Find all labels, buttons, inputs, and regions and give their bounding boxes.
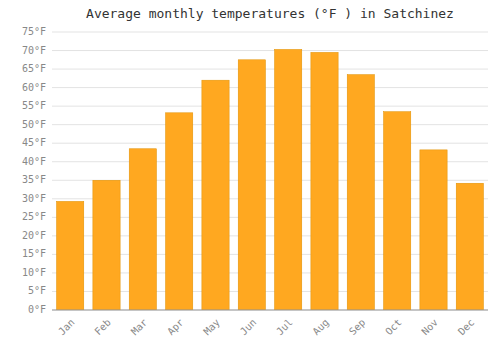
grid (52, 32, 488, 310)
y-tick-label: 0°F (28, 304, 46, 315)
grid-line (52, 32, 488, 33)
y-tick-label: 10°F (22, 267, 46, 278)
y-tick-label: 40°F (22, 156, 46, 167)
grid-line (52, 69, 488, 70)
x-axis-line (52, 310, 488, 311)
x-tick-label: Apr (165, 317, 186, 338)
x-tick-label: Aug (310, 317, 331, 338)
bar (238, 60, 265, 310)
y-axis: 0°F 5°F 10°F 15°F 20°F 25°F 30°F 35°F 40°F 45°F 50… (22, 26, 46, 315)
bar (311, 52, 338, 310)
x-tick-label: May (201, 317, 222, 338)
bar (129, 149, 156, 310)
chart: Average monthly temperatures (°F ) in Sa… (0, 0, 500, 350)
x-tick-label: Nov (419, 317, 440, 338)
bar (93, 180, 120, 310)
y-tick-label: 20°F (22, 230, 46, 241)
y-tick-label: 75°F (22, 26, 46, 37)
y-tick-label: 50°F (22, 119, 46, 130)
y-tick-label: 30°F (22, 193, 46, 204)
x-tick-label: Jan (56, 317, 77, 338)
x-tick-label: Sep (347, 317, 368, 338)
y-tick-label: 70°F (22, 45, 46, 56)
bar (456, 183, 483, 310)
y-tick-label: 65°F (22, 63, 46, 74)
y-tick-label: 35°F (22, 174, 46, 185)
grid-line (52, 124, 488, 125)
bar (275, 49, 302, 310)
x-tick-label: Jul (274, 317, 295, 338)
bar (347, 75, 374, 310)
x-axis: Jan Feb Mar Apr May Jun Jul Aug Sep Oct Nov Dec (56, 317, 476, 338)
x-tick-label: Mar (129, 317, 150, 338)
x-tick-label: Feb (92, 317, 113, 338)
grid-line (52, 50, 488, 51)
grid-line (52, 310, 488, 311)
y-tick-label: 5°F (28, 285, 46, 296)
y-tick-label: 45°F (22, 137, 46, 148)
grid-line (52, 106, 488, 107)
bars (57, 49, 484, 310)
bar (384, 112, 411, 310)
y-tick-label: 15°F (22, 248, 46, 259)
x-tick-label: Dec (456, 317, 477, 338)
bar (202, 80, 229, 310)
x-tick-label: Oct (383, 317, 404, 338)
bar (420, 150, 447, 310)
bar (166, 113, 193, 310)
grid-line (52, 87, 488, 88)
x-tick-label: Jun (238, 317, 259, 338)
y-tick-label: 55°F (22, 100, 46, 111)
y-tick-label: 60°F (22, 82, 46, 93)
grid-line (52, 143, 488, 144)
bar (57, 201, 84, 310)
y-tick-label: 25°F (22, 211, 46, 222)
title: Average monthly temperatures (°F ) in Sa… (86, 6, 454, 21)
